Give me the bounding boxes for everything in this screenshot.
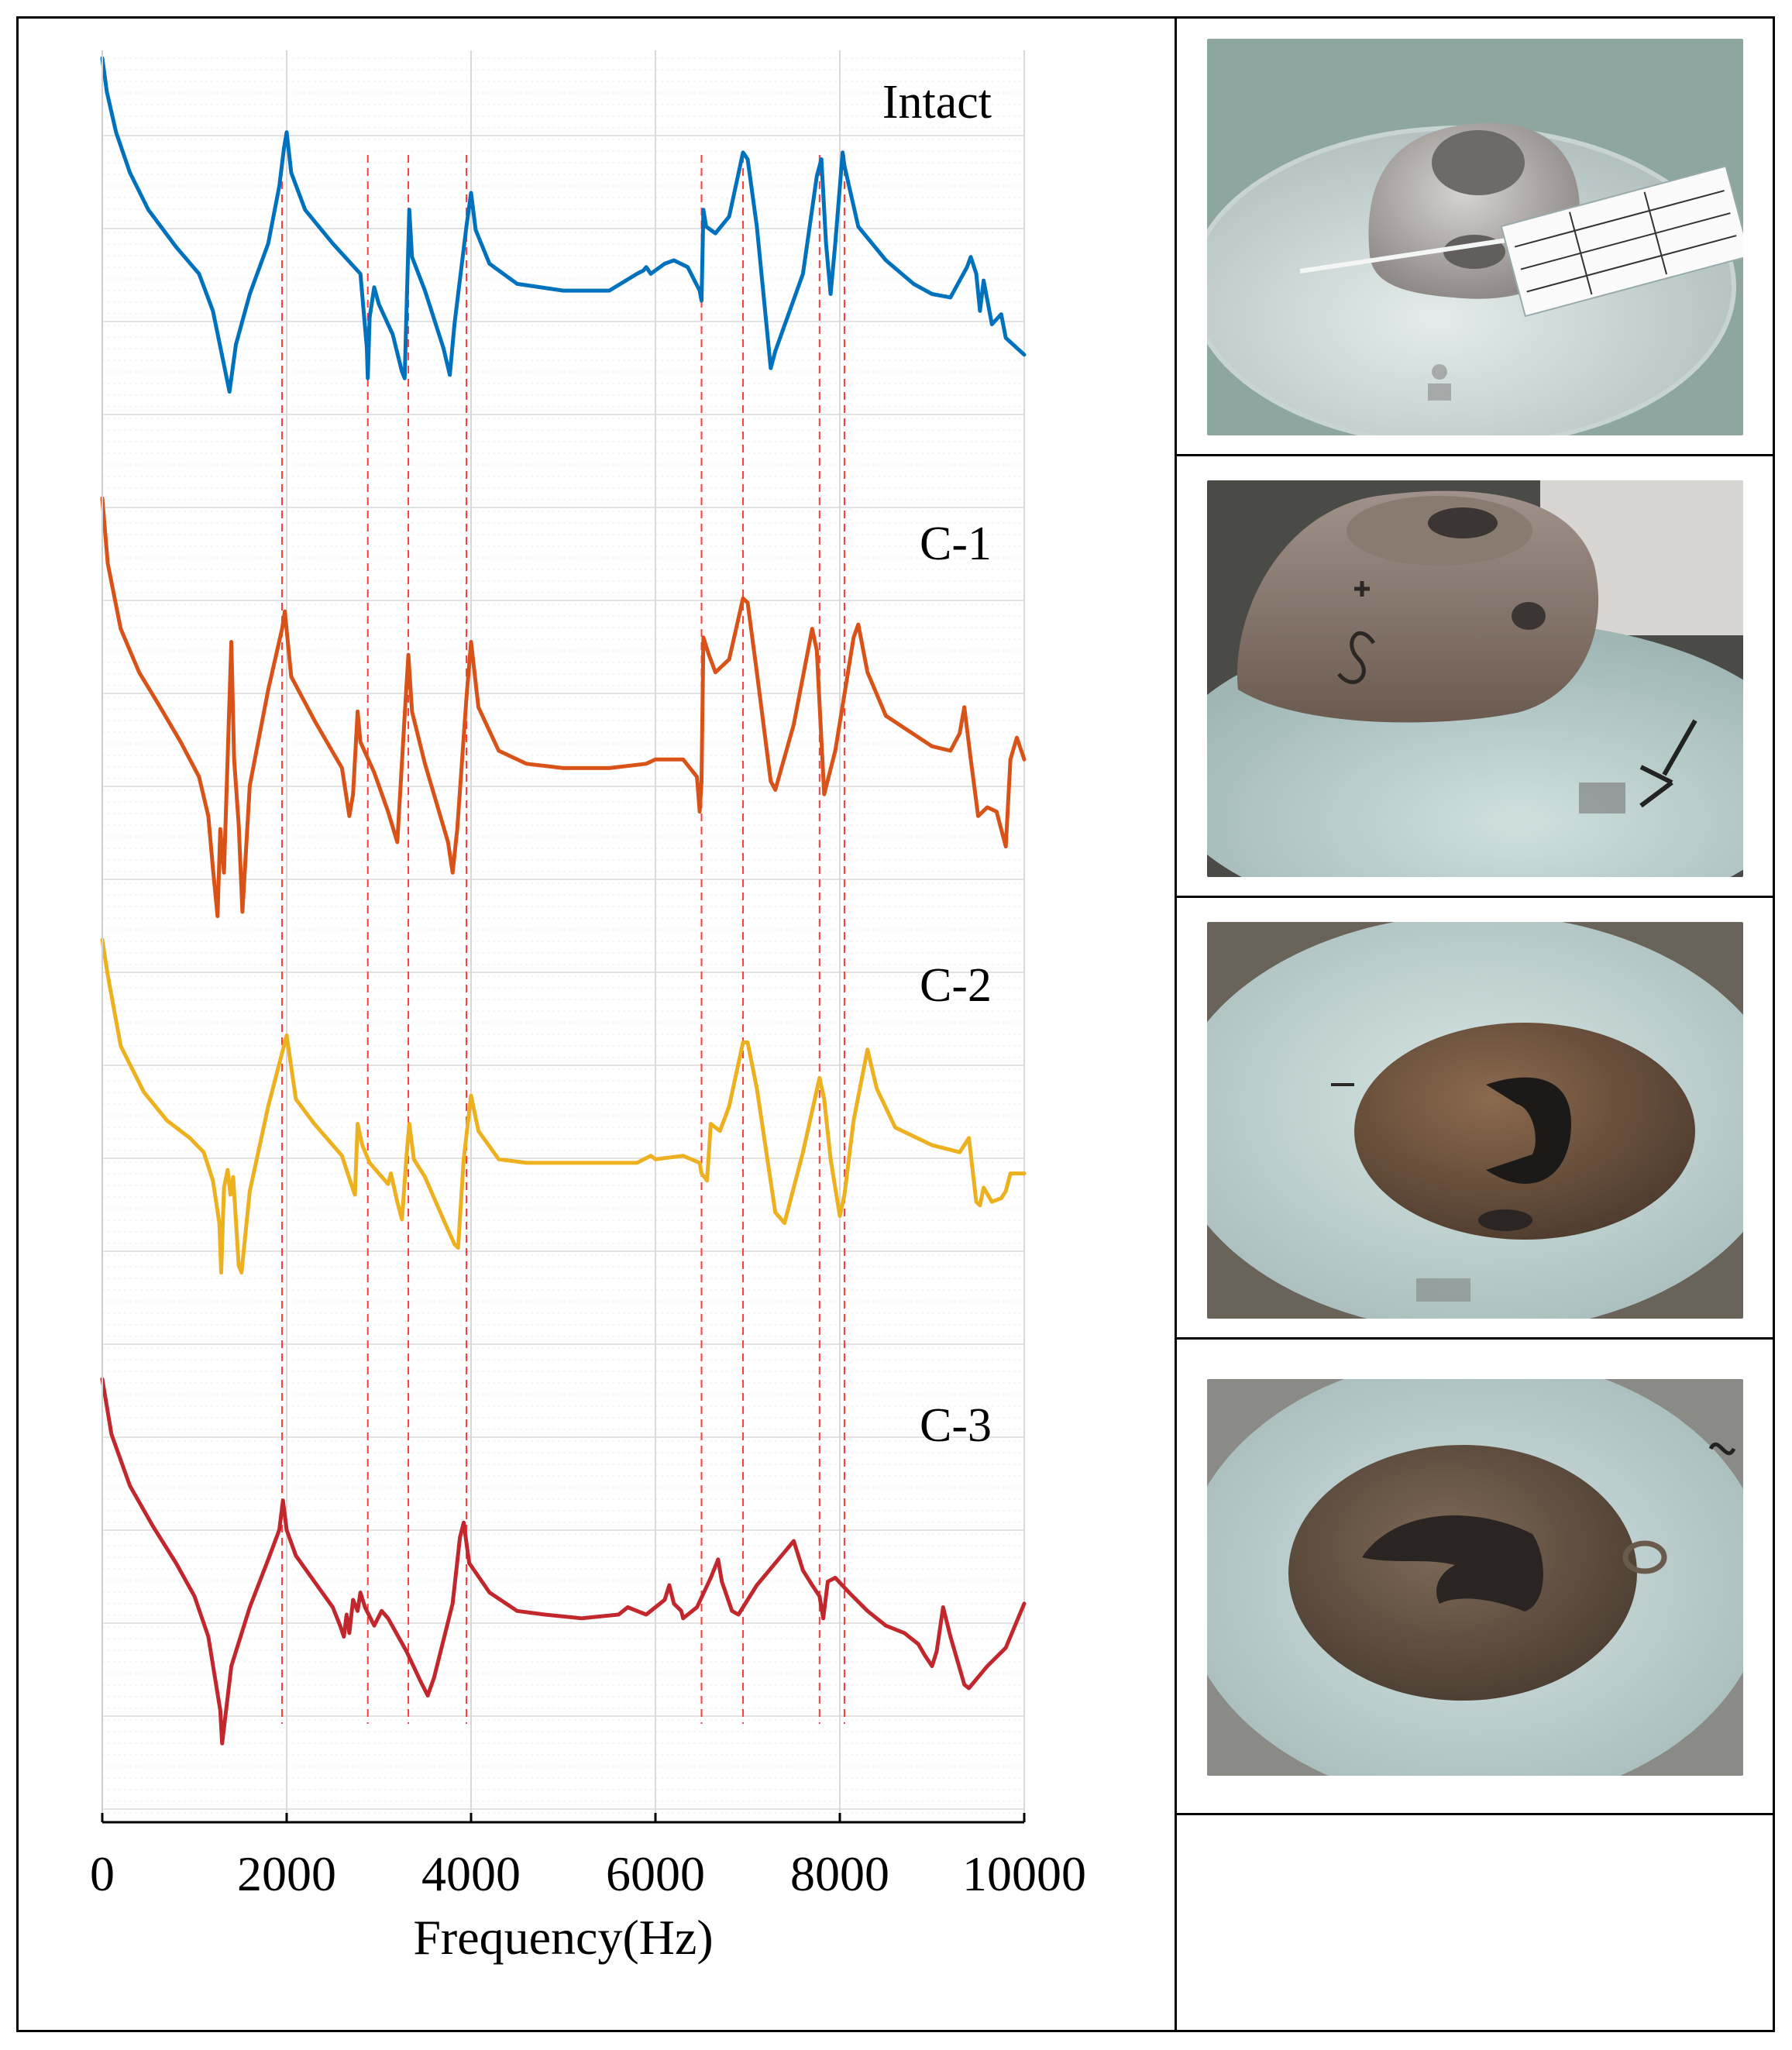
series-labels: Intact C-1 C-2 C-3 [882,76,992,1452]
x-axis-label: Frequency(Hz) [413,1910,713,1965]
series-line-intact [100,56,1027,394]
series-line-c-3 [100,1377,1027,1746]
frequency-response-chart: 0 2000 4000 6000 8000 10000 Frequency(Hz) Inta… [90,50,1086,1965]
x-tick-label: 0 [90,1846,115,1901]
row-divider-2 [1175,896,1775,898]
series-label: C-1 [920,518,992,570]
series-label: C-2 [920,959,992,1012]
series-line-c-1 [100,496,1027,918]
series-label: C-3 [920,1399,992,1452]
row-divider-3 [1175,1337,1775,1340]
chart-grid [102,50,1025,1822]
figure-frame [16,16,1775,2032]
series-label: Intact [882,76,992,129]
x-tick-label: 2000 [237,1846,336,1901]
reference-lines [281,155,845,1724]
x-tick-label: 6000 [606,1846,705,1901]
photo-c3 [1207,1379,1743,1776]
row-divider-4 [1175,1813,1775,1815]
insulator-photo-c3 [1207,1379,1743,1776]
insulator-photo-intact [1207,39,1743,435]
insulator-photo-c2 [1207,922,1743,1319]
chart-series [100,56,1027,1746]
column-divider [1175,16,1177,2032]
x-tick-label: 10000 [962,1846,1086,1901]
photo-c2 [1207,922,1743,1319]
insulator-photo-c1 [1207,480,1743,877]
x-axis: 0 2000 4000 6000 8000 10000 Frequency(Hz) [90,50,1086,1965]
photo-intact [1207,39,1743,435]
series-line-c-2 [100,937,1027,1275]
row-divider-1 [1175,454,1775,456]
photo-c1 [1207,480,1743,877]
x-tick-label: 4000 [421,1846,521,1901]
x-tick-label: 8000 [790,1846,889,1901]
